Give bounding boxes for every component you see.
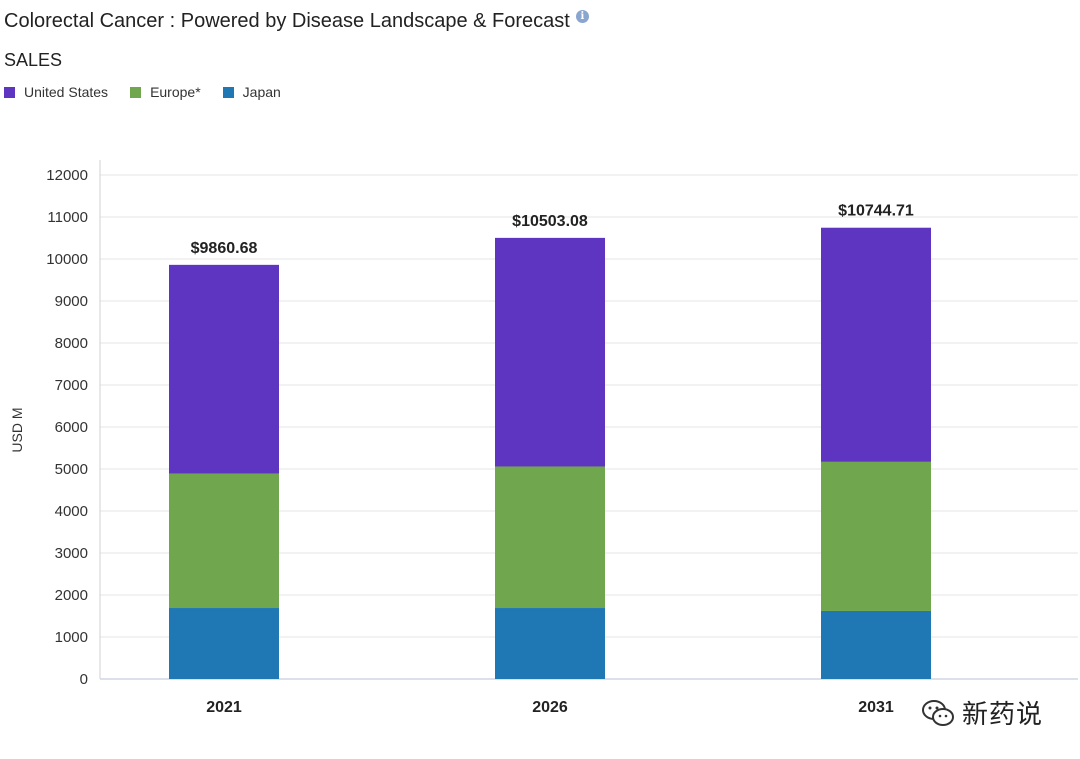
legend-label-europe: Europe* xyxy=(150,84,201,100)
bar-united-states-2031 xyxy=(821,227,931,462)
legend-item-europe[interactable]: Europe* xyxy=(130,84,201,100)
bar-europe-2021 xyxy=(169,473,279,609)
y-tick-label: 2000 xyxy=(55,587,88,604)
y-tick-label: 7000 xyxy=(55,377,88,394)
chart-legend: United States Europe* Japan xyxy=(4,84,281,100)
y-tick-label: 8000 xyxy=(55,335,88,352)
x-tick-label: 2021 xyxy=(206,699,242,716)
bar-united-states-2021 xyxy=(169,264,279,474)
watermark: 新药说 xyxy=(920,694,1043,731)
bar-total-label: $9860.68 xyxy=(191,240,258,257)
legend-label-united-states: United States xyxy=(24,84,109,100)
chart-title-row: Colorectal Cancer : Powered by Disease L… xyxy=(4,10,589,33)
y-tick-label: 5000 xyxy=(55,461,88,478)
legend-swatch-united-states xyxy=(4,86,15,98)
bar-united-states-2026 xyxy=(495,237,605,467)
y-tick-label: 11000 xyxy=(47,209,88,226)
bar-total-label: $10503.08 xyxy=(512,213,588,230)
y-axis-label: USD M xyxy=(9,407,25,452)
y-tick-label: 6000 xyxy=(55,419,88,436)
y-tick-label: 9000 xyxy=(55,293,88,310)
legend-item-united-states[interactable]: United States xyxy=(4,84,108,100)
y-tick-label: 1000 xyxy=(55,629,88,646)
legend-swatch-europe xyxy=(130,86,142,98)
chart-subtitle: SALES xyxy=(4,50,63,70)
legend-label-japan: Japan xyxy=(242,84,281,100)
info-icon[interactable]: i xyxy=(575,10,589,23)
bar-total-label: $10744.71 xyxy=(838,203,914,220)
bar-japan-2021 xyxy=(169,608,279,679)
legend-swatch-japan xyxy=(222,86,234,98)
y-tick-label: 3000 xyxy=(55,545,88,562)
x-tick-label: 2026 xyxy=(532,699,568,716)
y-tick-label: 10000 xyxy=(46,251,88,268)
bar-japan-2031 xyxy=(821,610,931,679)
bar-europe-2026 xyxy=(495,466,605,609)
x-tick-label: 2031 xyxy=(858,699,894,716)
y-tick-label: 4000 xyxy=(55,503,88,520)
y-tick-label: 12000 xyxy=(46,167,88,184)
watermark-text: 新药说 xyxy=(962,700,1044,730)
bar-japan-2026 xyxy=(495,608,605,679)
chart-title: Colorectal Cancer : Powered by Disease L… xyxy=(4,10,570,32)
bar-europe-2031 xyxy=(821,461,931,611)
legend-item-japan[interactable]: Japan xyxy=(222,84,281,100)
y-tick-label: 0 xyxy=(80,671,88,688)
wechat-icon xyxy=(922,699,954,726)
